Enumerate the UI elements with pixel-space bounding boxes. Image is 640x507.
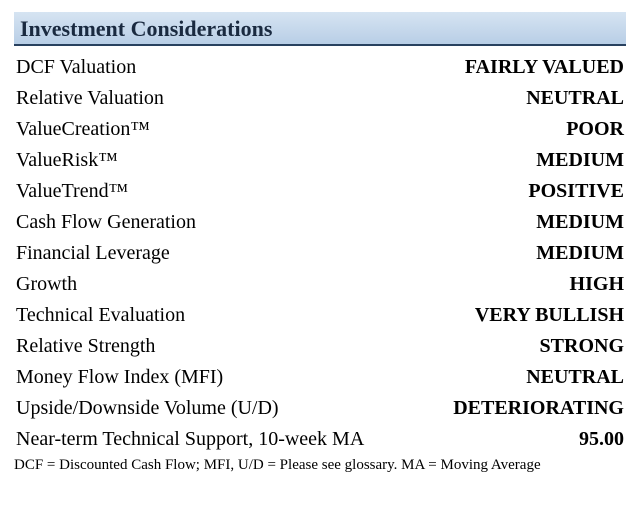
table-row: Near-term Technical Support, 10-week MA …: [14, 424, 626, 455]
table-row: Financial Leverage MEDIUM: [14, 238, 626, 269]
table-row: ValueRisk™ MEDIUM: [14, 145, 626, 176]
row-value: FAIRLY VALUED: [465, 56, 624, 79]
table-row: ValueCreation™ POOR: [14, 114, 626, 145]
row-label: ValueRisk™: [16, 149, 118, 172]
row-label: Growth: [16, 273, 77, 296]
row-value: STRONG: [540, 335, 624, 358]
table-row: Relative Valuation NEUTRAL: [14, 83, 626, 114]
row-value: VERY BULLISH: [475, 304, 624, 327]
row-value: POOR: [566, 118, 624, 141]
row-value: MEDIUM: [536, 149, 624, 172]
table-row: ValueTrend™ POSITIVE: [14, 176, 626, 207]
row-label: Relative Valuation: [16, 87, 164, 110]
section-header: Investment Considerations: [14, 12, 626, 46]
row-value: POSITIVE: [528, 180, 624, 203]
table-row: Technical Evaluation VERY BULLISH: [14, 300, 626, 331]
footnote: DCF = Discounted Cash Flow; MFI, U/D = P…: [14, 457, 626, 474]
row-label: Financial Leverage: [16, 242, 170, 265]
row-label: ValueCreation™: [16, 118, 150, 141]
row-label: Upside/Downside Volume (U/D): [16, 397, 279, 420]
table-row: DCF Valuation FAIRLY VALUED: [14, 52, 626, 83]
considerations-table: DCF Valuation FAIRLY VALUED Relative Val…: [14, 52, 626, 455]
table-row: Growth HIGH: [14, 269, 626, 300]
row-label: DCF Valuation: [16, 56, 136, 79]
table-row: Relative Strength STRONG: [14, 331, 626, 362]
row-value: HIGH: [570, 273, 624, 296]
table-row: Upside/Downside Volume (U/D) DETERIORATI…: [14, 393, 626, 424]
table-row: Cash Flow Generation MEDIUM: [14, 207, 626, 238]
row-label: Relative Strength: [16, 335, 155, 358]
row-value: NEUTRAL: [526, 87, 624, 110]
row-value: MEDIUM: [536, 211, 624, 234]
row-label: Technical Evaluation: [16, 304, 185, 327]
row-label: Cash Flow Generation: [16, 211, 196, 234]
row-label: ValueTrend™: [16, 180, 128, 203]
row-value: MEDIUM: [536, 242, 624, 265]
row-value: 95.00: [579, 428, 624, 451]
row-value: DETERIORATING: [453, 397, 624, 420]
section-title: Investment Considerations: [20, 16, 272, 41]
row-label: Near-term Technical Support, 10-week MA: [16, 428, 364, 451]
table-row: Money Flow Index (MFI) NEUTRAL: [14, 362, 626, 393]
row-label: Money Flow Index (MFI): [16, 366, 223, 389]
row-value: NEUTRAL: [526, 366, 624, 389]
